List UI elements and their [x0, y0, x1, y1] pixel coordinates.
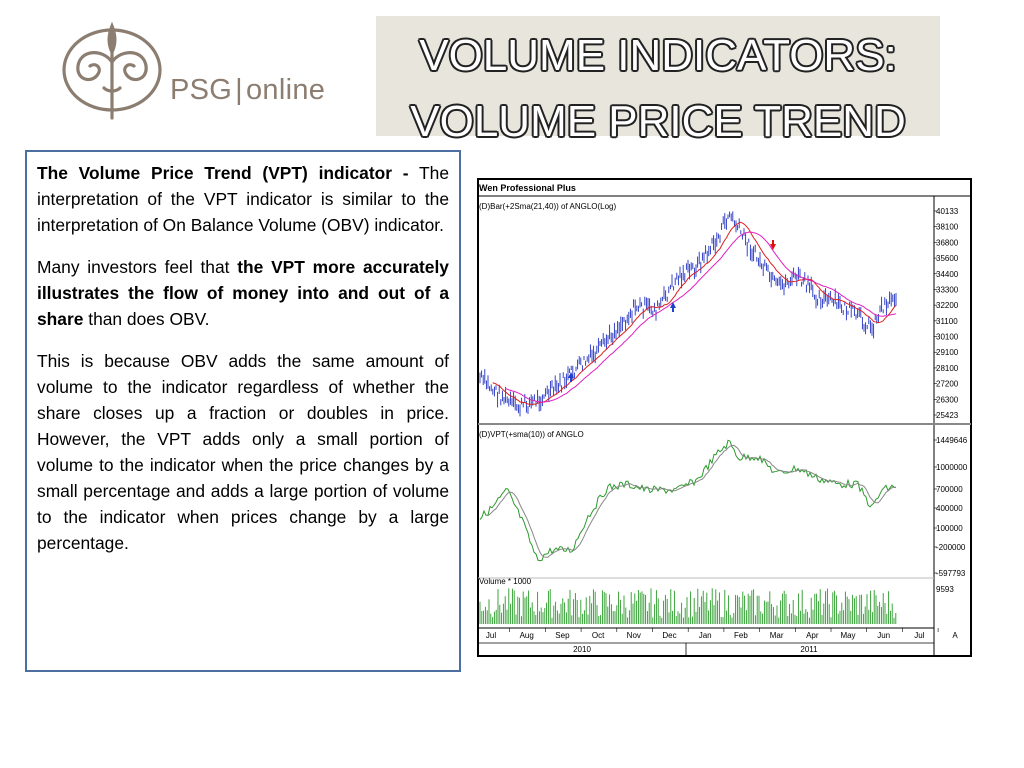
month-label: Jul — [914, 631, 924, 640]
title-banner: VOLUME INDICATORS: VOLUME PRICE TREND — [376, 16, 940, 146]
vpt-axis-ticks: 1449646 1000000 700000 400000 100000 -200000 -… — [934, 436, 968, 578]
month-label: A — [952, 631, 958, 640]
sma-40-line — [505, 231, 897, 403]
stock-chart: Wen Professional Plus (D)Bar(+2Sma(21,40… — [473, 178, 972, 657]
price-tick-label: 31100 — [936, 317, 958, 326]
month-label: Dec — [662, 631, 676, 640]
year-label: 2010 — [573, 645, 591, 654]
logo-brand: PSG — [170, 74, 233, 106]
vpt-heading: The Volume Price Trend (VPT) indicator - — [37, 163, 409, 183]
price-tick-label: 38100 — [936, 223, 959, 232]
month-label: Sep — [555, 631, 570, 640]
p1-text: The interpretation of the VPT indicator … — [37, 163, 449, 235]
vpt-tick-label: 100000 — [936, 524, 963, 533]
paragraph-1: The Volume Price Trend (VPT) indicator -… — [37, 160, 449, 238]
fleur-emblem-icon — [62, 22, 162, 120]
vpt-tick-label: -200000 — [936, 543, 966, 552]
month-label: Aug — [520, 631, 534, 640]
month-label: Jun — [877, 631, 890, 640]
volume-bars — [479, 588, 897, 624]
sell-signal-arrow — [770, 240, 776, 250]
vpt-chart-image: Wen Professional Plus (D)Bar(+2Sma(21,40… — [473, 178, 972, 658]
p2-emphasis: the VPT more accurately illustrates the … — [37, 257, 449, 329]
description-panel: The Volume Price Trend (VPT) indicator -… — [25, 150, 461, 672]
year-labels: 2010 2011 — [573, 645, 818, 654]
psg-online-logo: PSG | online — [58, 22, 358, 122]
price-axis-ticks: 40133 38100 36800 35600 34400 33300 32200 31100… — [934, 207, 959, 420]
month-label: Feb — [734, 631, 748, 640]
price-tick-label: 32200 — [936, 301, 959, 310]
title-line-1: VOLUME INDICATORS: — [419, 31, 897, 80]
price-tick-label: 33300 — [936, 285, 959, 294]
vpt-tick-label: 1000000 — [936, 463, 968, 472]
vpt-panel-label: (D)VPT(+sma(10)) of ANGLO — [479, 430, 584, 439]
signal-arrows — [568, 240, 776, 382]
month-label: Mar — [770, 631, 784, 640]
price-tick-label: 35600 — [936, 254, 959, 263]
paragraph-3: This is because OBV adds the same amount… — [37, 351, 449, 553]
price-panel-label: (D)Bar(+2Sma(21,40)) of ANGLO(Log) — [479, 202, 616, 211]
p2-post: than does OBV. — [83, 309, 210, 329]
vpt-tick-label: 700000 — [936, 485, 963, 494]
price-tick-label: 30100 — [936, 333, 959, 342]
price-tick-label: 25423 — [936, 411, 959, 420]
chart-frame — [477, 178, 972, 657]
paragraph-2: Many investors feel that the VPT more ac… — [37, 254, 449, 332]
month-label: Apr — [806, 631, 819, 640]
price-tick-label: 29100 — [936, 348, 959, 357]
price-tick-label: 40133 — [936, 207, 959, 216]
vpt-tick-label: 400000 — [936, 504, 963, 513]
month-label: Nov — [627, 631, 641, 640]
price-tick-label: 26300 — [936, 395, 959, 404]
month-labels: Jul Aug Sep Oct Nov Dec Jan Feb Mar Apr May Jun Jul A — [473, 628, 958, 640]
price-tick-label: 36800 — [936, 238, 959, 247]
year-label: 2011 — [800, 645, 818, 654]
price-tick-label: 34400 — [936, 270, 959, 279]
price-tick-label: 28100 — [936, 364, 959, 373]
vpt-tick-label: 1449646 — [936, 436, 968, 445]
vpt-sma-line — [487, 444, 897, 558]
chart-header: Wen Professional Plus — [479, 183, 576, 193]
volume-tick: 9593 — [936, 585, 954, 594]
title-line-2: VOLUME PRICE TREND — [410, 97, 906, 146]
volume-panel-label: Volume * 1000 — [479, 577, 532, 586]
month-label: Jan — [699, 631, 712, 640]
buy-signal-arrow — [670, 302, 676, 312]
buy-signal-arrow — [568, 372, 574, 382]
logo-wordmark: PSG | online — [170, 74, 325, 107]
p2-pre: Many investors feel that — [37, 257, 238, 277]
logo-separator: | — [235, 74, 243, 106]
sma-21-line — [492, 221, 897, 405]
month-label: May — [840, 631, 855, 640]
vpt-tick-label: -597793 — [936, 569, 966, 578]
logo-product: online — [246, 74, 326, 106]
month-label: Oct — [592, 631, 605, 640]
price-tick-label: 27200 — [936, 380, 959, 389]
month-label: Jul — [486, 631, 496, 640]
